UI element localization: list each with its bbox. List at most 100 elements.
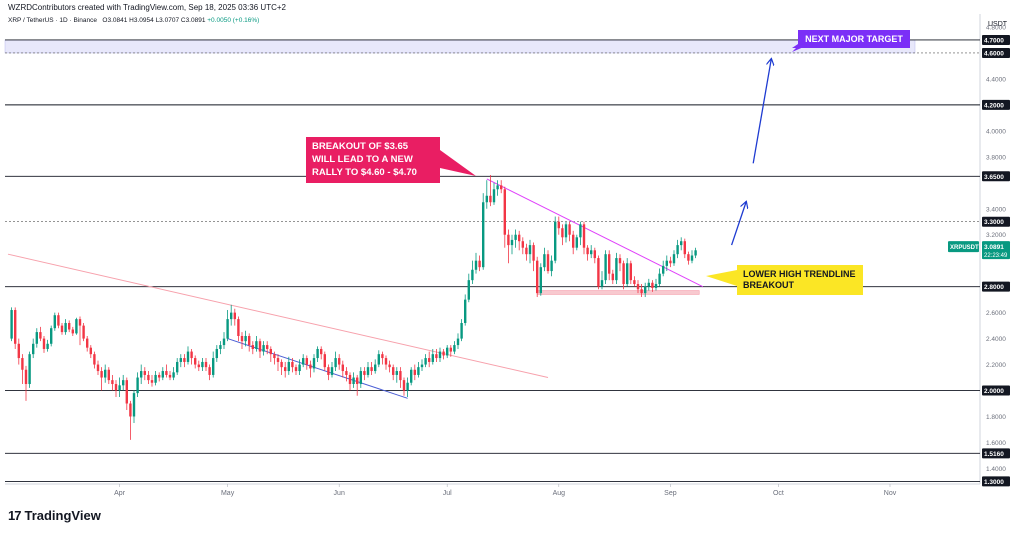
candle [208, 364, 211, 381]
candle [370, 361, 373, 375]
y-tick-label: 1.8000 [986, 414, 1006, 421]
candle [590, 245, 593, 259]
candle [554, 216, 557, 264]
candle-body [64, 323, 67, 333]
candle [485, 180, 488, 209]
candle [222, 332, 226, 349]
breakout-callout-pointer [440, 150, 476, 176]
candle [683, 238, 686, 259]
candle [395, 367, 398, 383]
candle [644, 282, 647, 298]
candle [161, 367, 164, 381]
candle-body [39, 332, 42, 339]
candle-body [258, 341, 262, 352]
candle [626, 258, 629, 287]
candle [647, 278, 650, 291]
candle-body [104, 369, 107, 378]
candle-body [338, 358, 341, 365]
candle [561, 224, 564, 246]
candle-body [399, 371, 402, 381]
candle [86, 335, 89, 352]
candle-body [201, 361, 204, 368]
candle [71, 326, 74, 336]
candle-body [618, 258, 622, 264]
candle [136, 372, 139, 398]
candle [413, 364, 416, 381]
candle-body [93, 354, 96, 365]
candle-body [122, 380, 125, 386]
candle-body [118, 385, 121, 391]
candle [147, 371, 150, 385]
y-tick-label: 1.6000 [986, 440, 1006, 447]
level-label-5: 2.8000 [984, 284, 1004, 291]
candle [323, 351, 326, 372]
currency-label: USDT [988, 21, 1008, 28]
candle [575, 234, 578, 251]
candle-body [226, 319, 229, 339]
candle-body [690, 255, 694, 261]
level-label-bg-3 [982, 171, 1010, 182]
candle [240, 332, 244, 349]
candle-body [564, 224, 568, 238]
candle-body [284, 367, 287, 372]
candle [406, 377, 409, 398]
candle-body [532, 245, 535, 261]
candle [230, 304, 233, 326]
candle [428, 351, 431, 368]
candle-body [35, 332, 38, 344]
candle-body [14, 310, 17, 344]
candle-body [485, 195, 488, 203]
target-callout-text: NEXT MAJOR TARGET [805, 34, 903, 44]
candle [435, 348, 438, 362]
candle [17, 338, 20, 365]
candle-body [683, 241, 686, 255]
candle-body [510, 239, 514, 246]
candle [248, 333, 251, 352]
breakout-callout-box [306, 137, 440, 183]
candle-body [658, 273, 661, 285]
candle-body [363, 371, 366, 375]
candle [50, 325, 53, 347]
candle-body [158, 374, 161, 378]
candle [305, 355, 308, 370]
breakout-callout-line: RALLY TO $4.60 - $4.70 [312, 167, 417, 178]
candle [316, 346, 319, 362]
candle-body [402, 380, 406, 391]
candle [597, 255, 600, 290]
candle-body [694, 250, 697, 256]
candle-body [374, 364, 377, 372]
candle [201, 358, 204, 372]
candle-body [46, 343, 49, 349]
candle-body [572, 234, 575, 248]
candle [291, 358, 294, 373]
candle-body [446, 347, 449, 356]
candle [212, 351, 215, 378]
candle [129, 400, 132, 440]
candle-body [136, 377, 139, 394]
candle-body [100, 371, 103, 378]
candle [280, 359, 283, 375]
candle [680, 237, 683, 251]
candle-body [395, 371, 398, 375]
candle [669, 256, 672, 268]
candle-body [150, 380, 154, 383]
countdown-label: 22:23:49 [984, 253, 1008, 259]
candle [665, 255, 668, 272]
candle [302, 354, 305, 368]
candle [424, 354, 427, 368]
candle [107, 367, 110, 385]
candle [334, 351, 337, 372]
candle-body [514, 234, 517, 240]
candle [39, 326, 42, 342]
candle [262, 341, 265, 356]
candle-body [676, 245, 679, 255]
y-tick-label: 3.2000 [986, 232, 1006, 239]
candle-body [640, 289, 643, 294]
breakout-callout-text: BREAKOUT OF $3.65 WILL LEAD TO A NEW RALLY… [312, 141, 417, 178]
candle-body [539, 267, 542, 294]
candle [14, 307, 17, 349]
candle [273, 351, 276, 365]
level-label-7: 1.5160 [984, 451, 1004, 458]
candle [118, 377, 121, 398]
